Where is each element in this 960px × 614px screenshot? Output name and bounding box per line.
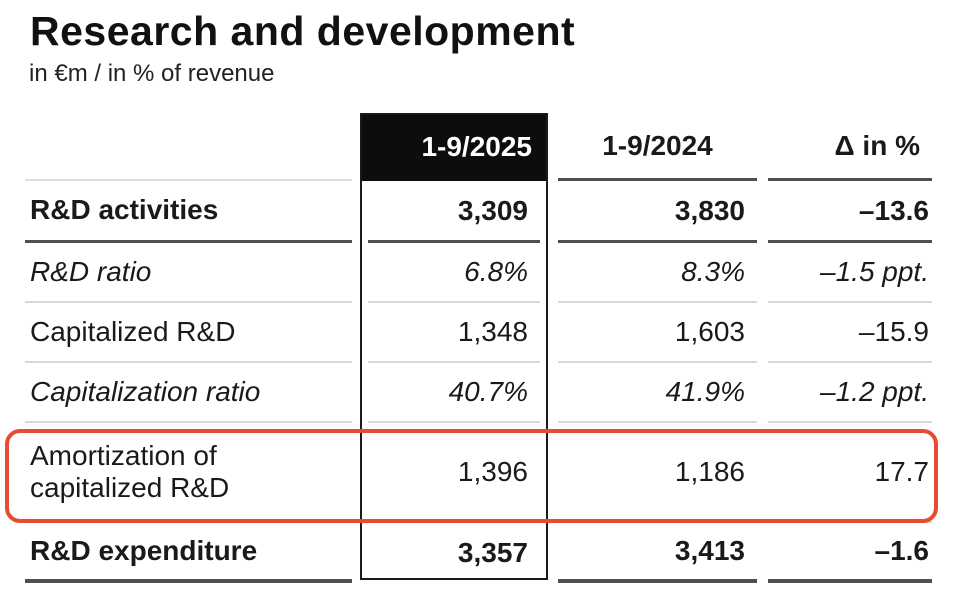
cell-2025: 3,357 xyxy=(457,537,528,568)
cell-2024: 1,186 xyxy=(558,423,757,523)
cell-delta: 17.7 xyxy=(768,423,932,523)
cell-delta: –15.9 xyxy=(768,303,932,363)
column-header-2025-highlighted: 1-9/2025 xyxy=(360,113,548,181)
column-header-2024: 1-9/2024 xyxy=(558,113,757,181)
cell-2024: 41.9% xyxy=(558,363,757,423)
cell-delta: –1.2 ppt. xyxy=(768,363,932,423)
cell-2024: 3,413 xyxy=(558,523,757,583)
row-label: Capitalization ratio xyxy=(25,363,352,423)
row-label: Amortization of capitalized R&D xyxy=(25,423,352,523)
cell-delta: –1.6 xyxy=(768,523,932,583)
cell-2025: 1,348 xyxy=(368,303,540,363)
row-label: R&D activities xyxy=(25,181,352,243)
page-subtitle: in €m / in % of revenue xyxy=(29,60,275,87)
column-header-delta: Δ in % xyxy=(768,113,932,181)
row-label: R&D ratio xyxy=(25,243,352,303)
cell-2025: 40.7% xyxy=(368,363,540,423)
cell-delta: –13.6 xyxy=(768,181,932,243)
cell-2024: 3,830 xyxy=(558,181,757,243)
row-label: R&D expenditure xyxy=(25,523,352,583)
row-label: Capitalized R&D xyxy=(25,303,352,363)
cell-2025: 3,309 xyxy=(368,181,540,243)
column-header-metrics xyxy=(25,113,352,181)
cell-2024: 8.3% xyxy=(558,243,757,303)
cell-delta: –1.5 ppt. xyxy=(768,243,932,303)
rd-table: 1-9/2025 1-9/2024 Δ in % R&D activities … xyxy=(25,113,932,583)
cell-2025: 6.8% xyxy=(368,243,540,303)
cell-2024: 1,603 xyxy=(558,303,757,363)
cell-2025: 1,396 xyxy=(368,423,540,523)
page-title: Research and development xyxy=(30,8,576,54)
